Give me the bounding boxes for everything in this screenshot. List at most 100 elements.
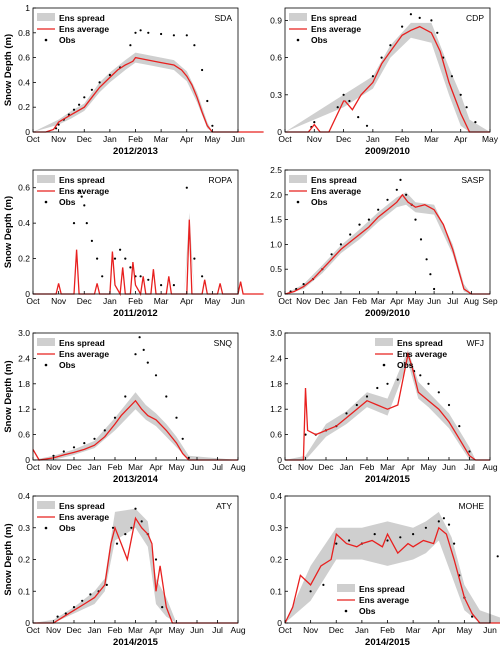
x-tick-label: Mar xyxy=(128,462,143,472)
legend-obs-label: Obs xyxy=(59,197,76,207)
x-tick-label: Feb xyxy=(352,296,367,306)
obs-point xyxy=(419,374,422,377)
obs-point xyxy=(62,450,65,453)
legend-obs-label: Obs xyxy=(311,35,328,45)
x-tick-label: Feb xyxy=(128,134,143,144)
legend-average-label: Ens average xyxy=(359,595,409,605)
legend-spread-swatch xyxy=(337,584,355,592)
x-tick-label: Nov xyxy=(307,134,323,144)
obs-point xyxy=(414,218,417,221)
obs-point xyxy=(433,287,436,291)
obs-point xyxy=(401,25,404,28)
y-tick-label: 0.4 xyxy=(18,218,30,228)
panel-ropa: Oct Nov Dec Jan Feb Mar Apr May Jun 0 0.2 0.4 0.6 201… xyxy=(3,169,264,319)
x-tick-label: Apr xyxy=(180,134,193,144)
obs-point xyxy=(330,253,333,256)
legend-obs-label: Obs xyxy=(359,606,376,616)
x-tick-label: Apr xyxy=(390,296,403,306)
obs-point xyxy=(309,590,312,593)
obs-point xyxy=(302,283,305,286)
obs-point xyxy=(437,391,440,394)
legend-average-label: Ens average xyxy=(59,349,109,359)
y-tick-label: 2.4 xyxy=(18,353,30,363)
y-axis-label: Snow Depth (m) xyxy=(3,360,14,432)
x-tick-label: Apr xyxy=(432,625,445,635)
x-tick-label: Jun xyxy=(442,462,456,472)
x-tick-label: Dec xyxy=(318,462,334,472)
site-label: CDP xyxy=(466,13,484,23)
obs-point xyxy=(386,539,389,542)
obs-point xyxy=(172,284,175,287)
y-tick-label: 0 xyxy=(277,455,282,465)
legend-average-label: Ens average xyxy=(59,512,109,522)
obs-point xyxy=(468,450,471,453)
obs-point xyxy=(81,599,84,602)
site-label: SASP xyxy=(461,175,484,185)
obs-point xyxy=(124,533,127,536)
obs-point xyxy=(429,273,432,276)
season-label: 2013/2014 xyxy=(113,474,159,485)
obs-point xyxy=(193,257,196,260)
legend-spread-swatch xyxy=(289,175,307,183)
site-label: SDA xyxy=(215,13,233,23)
obs-point xyxy=(201,275,204,278)
x-tick-label: May xyxy=(204,296,221,306)
y-tick-label: 0.2 xyxy=(18,102,30,112)
obs-point xyxy=(101,275,104,278)
ens-average-line xyxy=(32,399,238,461)
y-tick-label: 1.5 xyxy=(270,215,282,225)
panel-aty: Oct Nov Dec Jan Feb Mar Apr May Jun Jul Aug 0 0.1 0.2… xyxy=(3,491,246,648)
obs-point xyxy=(83,204,86,207)
obs-point xyxy=(465,106,468,109)
obs-point xyxy=(119,248,122,251)
panel-cdp: Oct Nov Dec Jan Feb Mar Apr May 0 0.3 0.6 0.9 2009/2… xyxy=(270,7,499,157)
obs-point xyxy=(409,13,412,16)
obs-point xyxy=(103,429,106,432)
x-tick-label: Jun xyxy=(427,296,441,306)
x-tick-label: Nov xyxy=(298,462,314,472)
obs-point xyxy=(322,583,325,587)
x-tick-label: May xyxy=(168,462,185,472)
y-tick-label: 0.6 xyxy=(18,430,30,440)
legend-average-label: Ens average xyxy=(59,186,109,196)
obs-point xyxy=(365,124,369,127)
x-tick-label: May xyxy=(456,625,473,635)
obs-point xyxy=(187,456,190,459)
y-tick-label: 0.3 xyxy=(270,523,282,533)
x-tick-label: Apr xyxy=(401,462,414,472)
obs-point xyxy=(380,56,383,59)
obs-point xyxy=(85,222,88,225)
obs-point xyxy=(89,593,92,596)
legend-spread-label: Ens spread xyxy=(59,175,105,185)
obs-point xyxy=(160,32,163,36)
obs-point xyxy=(139,275,142,278)
obs-point xyxy=(172,34,175,37)
x-tick-label: Feb xyxy=(395,134,410,144)
ens-spread-band xyxy=(33,212,264,294)
ens-spread-band xyxy=(285,22,490,132)
y-tick-label: 3.0 xyxy=(18,328,30,338)
x-tick-label: Jul xyxy=(447,296,458,306)
obs-point xyxy=(447,403,451,407)
obs-point xyxy=(436,31,439,34)
x-tick-label: Apr xyxy=(180,296,193,306)
x-tick-label: Dec xyxy=(66,462,82,472)
site-label: ATY xyxy=(216,501,232,511)
obs-point xyxy=(437,520,440,523)
obs-point xyxy=(471,615,474,618)
y-tick-label: 0 xyxy=(25,289,30,299)
x-tick-label: Aug xyxy=(464,296,479,306)
obs-point xyxy=(424,526,427,529)
y-tick-label: 1.8 xyxy=(18,379,30,389)
obs-point xyxy=(161,606,164,609)
obs-point xyxy=(98,81,101,84)
legend-obs-swatch xyxy=(44,526,48,530)
legend-obs-swatch xyxy=(44,200,48,204)
x-tick-label: May xyxy=(168,625,185,635)
legend-spread-swatch xyxy=(289,13,307,21)
panel-sasp: Oct Nov Dec Jan Feb Mar Apr May Jun Jul Aug Sep 0 0.5… xyxy=(270,165,498,319)
x-tick-label: Nov xyxy=(46,625,62,635)
